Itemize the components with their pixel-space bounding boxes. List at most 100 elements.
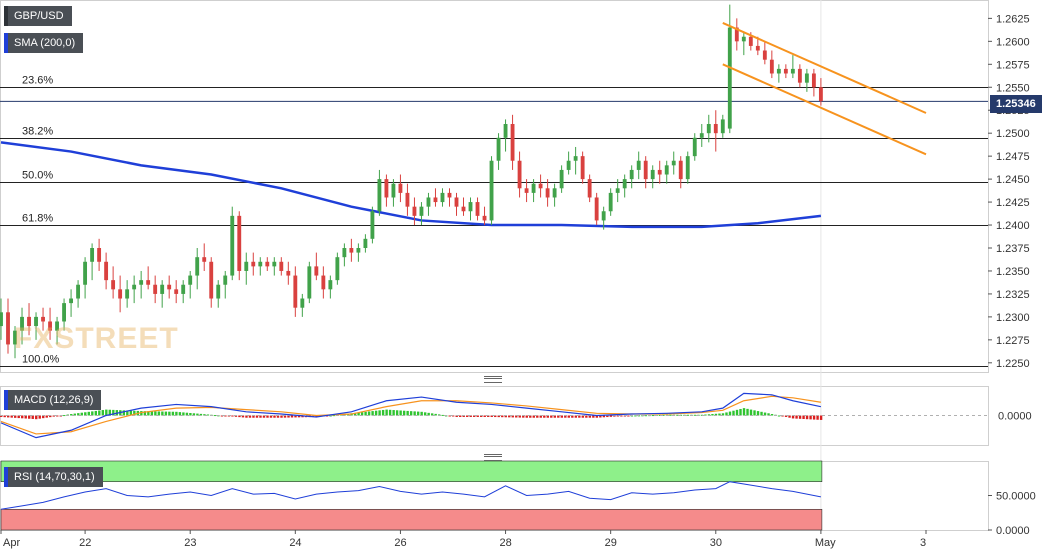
candle-body — [748, 36, 753, 46]
macd-histogram-bar — [777, 415, 781, 417]
macd-histogram-bar — [395, 410, 399, 416]
macd-histogram-bar — [108, 409, 112, 416]
candlesticks — [0, 4, 823, 359]
rsi-legend[interactable]: RSI (14,70,30,1) — [4, 467, 103, 487]
macd-histogram-bar — [767, 413, 770, 416]
macd-histogram-bar — [406, 410, 409, 416]
macd-histogram-bar — [462, 415, 465, 417]
candle-body — [111, 280, 116, 290]
macd-histogram-bar — [599, 415, 602, 418]
candle-body — [328, 280, 333, 290]
macd-histogram-bar — [616, 415, 620, 417]
fib-label: 23.6% — [22, 75, 53, 87]
macd-histogram-bar — [784, 415, 788, 417]
macd-histogram-bar — [571, 415, 574, 418]
macd-histogram-bar — [802, 415, 805, 420]
macd-histogram-bar — [220, 415, 224, 417]
macd-histogram-bar — [819, 415, 823, 420]
macd-histogram-bar — [753, 410, 756, 416]
candle-body — [34, 316, 38, 327]
fxstreet-watermark: FXSTREET — [14, 322, 179, 355]
macd-histogram-bar — [280, 415, 283, 418]
macd-histogram-bar — [101, 410, 105, 416]
candle-body — [783, 68, 788, 74]
candle-body — [489, 160, 494, 221]
panel-resize-handle-macd[interactable] — [484, 376, 502, 383]
macd-histogram-bar — [122, 410, 126, 416]
macd-histogram-bar — [809, 415, 812, 420]
candle-body — [440, 192, 445, 203]
symbol-label[interactable]: GBP/USD — [4, 6, 72, 26]
macd-histogram-bar — [711, 414, 714, 416]
macd-histogram-bar — [718, 413, 721, 416]
candle-body — [20, 316, 24, 331]
candle-body — [363, 238, 368, 248]
candle-body — [118, 289, 123, 299]
macd-panel — [0, 392, 988, 439]
rsi-tick-label: 0.0000 — [996, 525, 1030, 537]
macd-histogram-bar — [725, 412, 728, 416]
price-tick-label: 1.2350 — [996, 266, 1030, 278]
macd-histogram-bar — [529, 415, 532, 418]
candle-body — [643, 160, 648, 180]
macd-histogram-bar — [662, 414, 665, 416]
macd-histogram-bar — [550, 415, 553, 418]
macd-histogram-bar — [714, 413, 718, 416]
macd-histogram-bar — [238, 415, 241, 418]
macd-histogram-bar — [634, 415, 637, 417]
macd-legend[interactable]: MACD (12,26,9) — [4, 390, 102, 410]
macd-histogram-bar — [52, 415, 55, 417]
panel-resize-handle-rsi[interactable] — [484, 454, 502, 461]
candle-body — [55, 321, 59, 331]
candle-body — [90, 248, 95, 262]
macd-histogram-bar — [476, 415, 479, 417]
candle-body — [636, 160, 641, 170]
price-tick-label: 1.2500 — [996, 128, 1030, 140]
macd-histogram-bar — [497, 415, 500, 418]
price-tick-label: 1.2400 — [996, 220, 1030, 232]
candle-body — [657, 169, 662, 175]
candle-body — [671, 160, 676, 166]
price-tick-label: 1.2250 — [996, 358, 1030, 370]
macd-histogram-bar — [3, 415, 6, 418]
macd-histogram-bar — [196, 413, 199, 416]
candle-body — [314, 266, 319, 276]
candle-body — [678, 160, 683, 180]
macd-histogram-bar — [508, 415, 511, 418]
macd-histogram-bar — [564, 415, 567, 418]
macd-histogram-bar — [437, 414, 441, 416]
macd-histogram-bar — [451, 415, 455, 417]
macd-histogram-bar — [168, 411, 171, 416]
panel-frames — [0, 0, 989, 531]
current-price-tag: 1.25346 — [990, 95, 1042, 113]
macd-histogram-bar — [700, 414, 704, 416]
macd-histogram-bar — [567, 415, 571, 418]
channel-line — [722, 63, 927, 156]
candle-body — [720, 119, 725, 134]
macd-histogram-bar — [770, 414, 774, 416]
macd-histogram-bar — [35, 415, 38, 420]
macd-histogram-bar — [546, 415, 549, 418]
macd-histogram-bar — [189, 412, 192, 416]
macd-histogram-bar — [480, 415, 483, 417]
candle-body — [447, 192, 452, 198]
macd-histogram-bar — [294, 415, 297, 418]
macd-histogram-bar — [756, 411, 760, 416]
macd-histogram-bar — [805, 415, 809, 420]
macd-histogram-bar — [434, 413, 437, 416]
candle-body — [258, 261, 263, 267]
sma-legend[interactable]: SMA (200,0) — [4, 33, 84, 53]
candle-body — [132, 284, 137, 290]
candle-body — [160, 284, 165, 294]
macd-histogram-bar — [518, 415, 521, 418]
candle-body — [69, 298, 74, 304]
candle-body — [419, 206, 424, 216]
macd-histogram-bar — [739, 408, 742, 416]
candle-body — [62, 303, 66, 322]
macd-histogram-bar — [171, 411, 175, 416]
macd-histogram-bar — [56, 415, 59, 417]
x-tick-label: 3 — [920, 537, 926, 549]
macd-histogram-bar — [140, 411, 143, 416]
macd-histogram-bar — [658, 414, 662, 416]
candle-body — [104, 261, 109, 281]
